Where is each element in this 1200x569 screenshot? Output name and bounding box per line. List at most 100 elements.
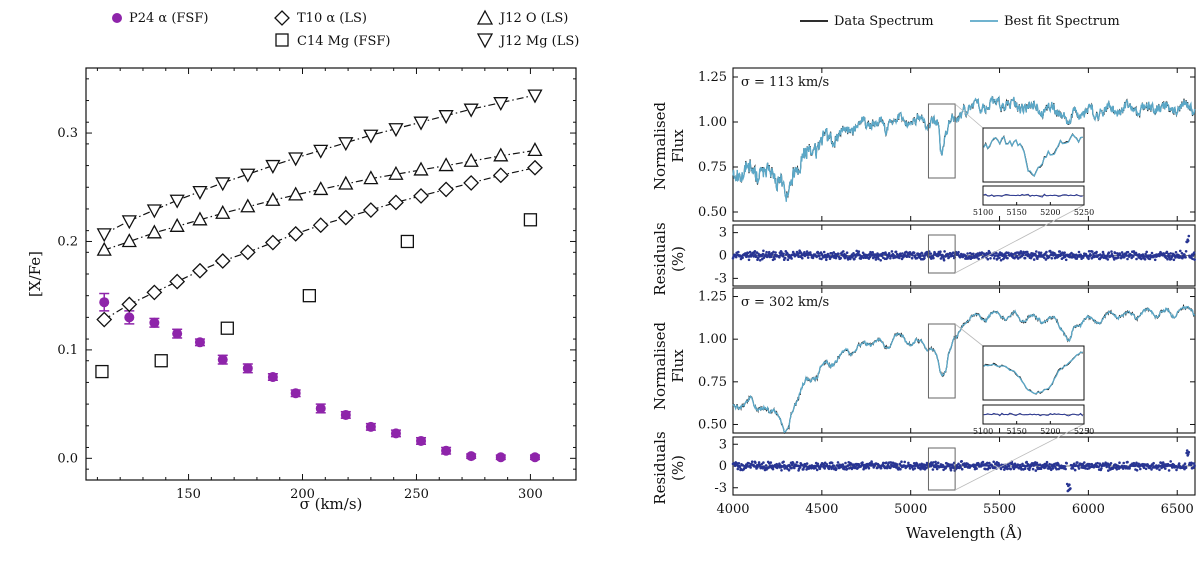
flux-axes-302: 0.50 0.75 1.00 1.25 -3 0 3 bbox=[698, 288, 1195, 496]
residual-point bbox=[992, 257, 996, 260]
data-point bbox=[239, 244, 256, 261]
data-point bbox=[312, 217, 329, 234]
data-point bbox=[146, 224, 162, 239]
residual-point bbox=[855, 249, 858, 253]
data-point bbox=[493, 147, 509, 162]
residual-point bbox=[823, 467, 826, 470]
inset-residual-line bbox=[983, 193, 1083, 198]
abundance-x-axis-label: σ (km/s) bbox=[300, 495, 363, 513]
data-point bbox=[523, 213, 538, 227]
residual-point bbox=[828, 257, 832, 261]
data-point bbox=[240, 198, 256, 213]
data-point bbox=[338, 137, 354, 152]
y-tick-label: 0.0 bbox=[57, 451, 78, 466]
data-point bbox=[315, 403, 326, 414]
residual-point bbox=[843, 467, 846, 471]
data-point bbox=[242, 363, 253, 374]
data-point bbox=[388, 194, 404, 211]
residual-point bbox=[750, 460, 754, 464]
data-point bbox=[172, 328, 183, 339]
residual-point bbox=[1142, 255, 1146, 258]
wavelength-tick-label: 4500 bbox=[805, 502, 838, 517]
residual-point bbox=[899, 467, 902, 471]
residual-point bbox=[1192, 462, 1196, 465]
residual-point bbox=[1032, 258, 1036, 261]
x-tick-label: 200 bbox=[290, 487, 315, 502]
residual-point bbox=[836, 461, 840, 464]
residual-point bbox=[877, 257, 880, 261]
residual-point bbox=[879, 466, 883, 470]
residual-point bbox=[1193, 258, 1196, 261]
residual-point bbox=[923, 256, 926, 260]
flux-y-tick-label: 1.25 bbox=[698, 70, 727, 85]
residual-point bbox=[1096, 461, 1099, 465]
data-point bbox=[313, 144, 329, 159]
residual-point bbox=[913, 467, 917, 470]
residual-point bbox=[1043, 256, 1046, 260]
residual-point bbox=[1006, 256, 1009, 260]
data-point bbox=[169, 194, 185, 209]
flux-y-tick-label: 1.00 bbox=[698, 115, 727, 130]
residual-point bbox=[1184, 255, 1187, 259]
data-point bbox=[527, 142, 543, 157]
legend-label-j12o: J12 O (LS) bbox=[498, 11, 568, 26]
spectrum-chart: Data Spectrum Best fit Spectrum 0.50 0.75… bbox=[651, 14, 1196, 542]
residual-point bbox=[964, 254, 968, 258]
residual-point bbox=[986, 257, 990, 261]
residual-point bbox=[901, 252, 904, 255]
residual-point bbox=[845, 251, 849, 254]
residual-point bbox=[755, 255, 758, 258]
data-point bbox=[124, 312, 135, 323]
data-point bbox=[96, 241, 112, 256]
residual-point bbox=[1134, 251, 1138, 255]
residual-point bbox=[762, 249, 765, 253]
residual-point bbox=[862, 256, 865, 260]
residual-point bbox=[1063, 251, 1066, 254]
residual-point bbox=[1175, 468, 1178, 472]
residual-point bbox=[778, 255, 781, 259]
residual-point bbox=[1183, 462, 1187, 466]
data-point bbox=[365, 421, 376, 432]
data-point bbox=[287, 225, 304, 242]
residual-point bbox=[1057, 467, 1060, 471]
residual-point bbox=[842, 250, 845, 253]
residual-point bbox=[1139, 467, 1142, 471]
residual-point bbox=[1025, 460, 1028, 464]
residual-point bbox=[876, 466, 879, 470]
residual-point bbox=[995, 251, 998, 255]
residual-point bbox=[977, 462, 980, 466]
residual-point bbox=[998, 256, 1001, 260]
residual-point bbox=[889, 461, 893, 464]
residual-ylabel-302-line1: Residuals bbox=[651, 431, 669, 504]
residual-point bbox=[920, 462, 923, 466]
data-point bbox=[493, 97, 509, 112]
abundance-legend: P24 α (FSF) T10 α (LS) J12 O (LS) C14 Mg… bbox=[112, 9, 579, 49]
residual-point bbox=[1045, 460, 1049, 464]
data-point bbox=[363, 170, 379, 185]
residual-point bbox=[797, 255, 800, 258]
residual-point bbox=[1116, 252, 1119, 255]
residual-point bbox=[1047, 255, 1051, 259]
residual-point bbox=[1166, 257, 1169, 261]
residual-point bbox=[908, 467, 912, 470]
residual-point bbox=[925, 466, 928, 470]
inset-group-113: 5100 5150 5200 5250 bbox=[927, 103, 1094, 274]
data-point bbox=[400, 234, 414, 249]
residual-point bbox=[984, 467, 987, 471]
inset-x-tick-label: 5250 bbox=[1074, 427, 1094, 436]
residual-point bbox=[1174, 251, 1178, 254]
residual-point bbox=[1169, 252, 1172, 255]
residual-point bbox=[1039, 467, 1043, 471]
residual-point bbox=[843, 256, 847, 260]
residual-point bbox=[1187, 450, 1191, 454]
residual-point bbox=[1184, 466, 1188, 470]
residual-point bbox=[999, 258, 1003, 262]
data-point bbox=[416, 435, 427, 446]
residual-point bbox=[929, 252, 933, 255]
wavelength-tick-label: 4000 bbox=[716, 502, 749, 517]
residual-point bbox=[889, 257, 892, 260]
residual-point bbox=[1105, 254, 1109, 257]
residual-ylabel-113-line1: Residuals bbox=[651, 222, 669, 295]
residual-point bbox=[1112, 466, 1115, 469]
residual-point bbox=[786, 258, 790, 262]
